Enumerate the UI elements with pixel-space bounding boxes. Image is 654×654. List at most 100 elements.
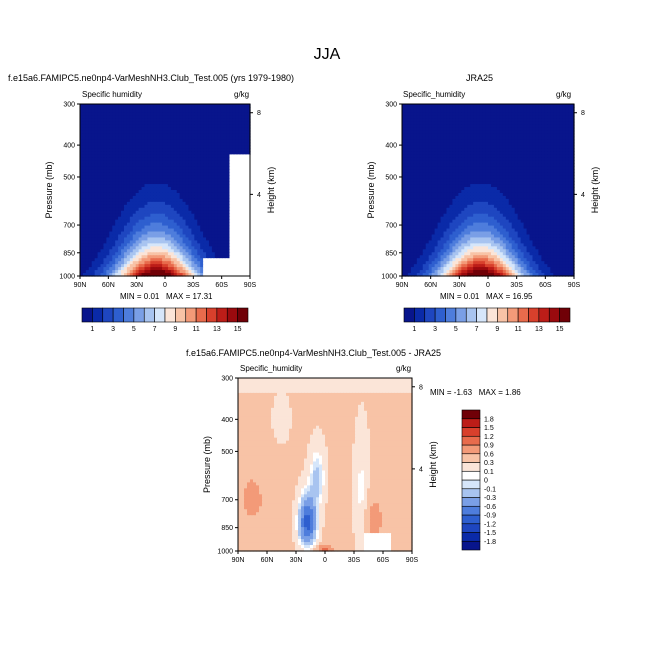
field-cell bbox=[244, 112, 248, 117]
field-cell bbox=[238, 255, 242, 259]
field-cell bbox=[153, 124, 157, 129]
field-cell bbox=[100, 109, 105, 114]
field-cell bbox=[167, 219, 172, 224]
field-cell bbox=[470, 136, 474, 141]
field-cell bbox=[402, 106, 406, 111]
field-cell bbox=[464, 136, 468, 141]
field-cell bbox=[496, 127, 501, 132]
field-cell bbox=[452, 130, 456, 135]
field-cell bbox=[404, 145, 409, 150]
field-cell bbox=[85, 169, 90, 173]
field-cell bbox=[220, 118, 225, 123]
field-cell bbox=[229, 198, 234, 203]
field-cell bbox=[232, 216, 236, 221]
field-cell bbox=[188, 267, 192, 271]
field-cell bbox=[188, 142, 192, 147]
field-cell bbox=[80, 142, 84, 147]
field-cell bbox=[85, 213, 90, 218]
field-cell bbox=[402, 133, 406, 138]
field-cell bbox=[238, 148, 242, 153]
field-cell bbox=[123, 216, 128, 221]
field-cell bbox=[194, 175, 198, 179]
field-cell bbox=[176, 258, 181, 262]
field-cell bbox=[241, 231, 245, 236]
field-cell bbox=[80, 225, 84, 230]
field-cell bbox=[123, 213, 128, 218]
field-cell bbox=[226, 213, 231, 218]
field-cell bbox=[167, 163, 172, 167]
field-cell bbox=[482, 109, 486, 114]
field-cell bbox=[80, 204, 84, 209]
field-cell bbox=[182, 133, 187, 138]
field-cell bbox=[97, 139, 102, 144]
field-cell bbox=[115, 222, 119, 227]
field-cell bbox=[200, 151, 204, 156]
field-cell bbox=[167, 178, 172, 182]
field-cell bbox=[103, 151, 107, 156]
field-cell bbox=[185, 106, 190, 111]
field-cell bbox=[226, 261, 231, 265]
field-cell bbox=[129, 237, 134, 242]
field-cell bbox=[115, 258, 119, 262]
field-cell bbox=[229, 181, 234, 185]
field-cell bbox=[106, 207, 110, 212]
field-cell bbox=[80, 190, 84, 194]
field-cell bbox=[153, 172, 157, 176]
field-cell bbox=[434, 127, 439, 132]
field-cell bbox=[156, 151, 160, 156]
field-cell bbox=[82, 222, 87, 227]
field-cell bbox=[200, 169, 204, 173]
field-cell bbox=[94, 213, 99, 218]
field-cell bbox=[241, 264, 245, 268]
field-cell bbox=[247, 249, 251, 253]
field-cell bbox=[235, 124, 239, 129]
field-cell bbox=[144, 133, 149, 138]
field-cell bbox=[226, 172, 231, 176]
field-cell bbox=[126, 139, 131, 144]
field-cell bbox=[206, 136, 210, 141]
field-cell bbox=[440, 124, 445, 129]
field-cell bbox=[455, 109, 459, 114]
field-cell bbox=[556, 106, 560, 111]
colorbar-swatch bbox=[143, 307, 155, 323]
field-cell bbox=[80, 148, 84, 153]
field-cell bbox=[179, 219, 184, 224]
field-cell bbox=[121, 234, 125, 239]
field-cell bbox=[144, 216, 149, 221]
field-cell bbox=[229, 112, 234, 117]
field-cell bbox=[203, 115, 207, 120]
field-cell bbox=[232, 192, 236, 197]
field-cell bbox=[106, 139, 110, 144]
field-cell bbox=[150, 127, 154, 132]
field-cell bbox=[167, 145, 172, 150]
field-cell bbox=[208, 121, 213, 126]
field-cell bbox=[482, 133, 486, 138]
colorbar-swatch bbox=[216, 307, 228, 323]
field-cell bbox=[150, 228, 154, 233]
field-cell bbox=[91, 228, 96, 233]
field-cell bbox=[197, 192, 201, 197]
field-cell bbox=[559, 112, 563, 117]
field-cell bbox=[206, 246, 210, 250]
field-cell bbox=[176, 104, 181, 108]
field-cell bbox=[121, 160, 125, 164]
field-cell bbox=[226, 198, 231, 203]
field-cell bbox=[191, 234, 195, 239]
field-cell bbox=[170, 133, 175, 138]
field-cell bbox=[532, 106, 537, 111]
field-cell bbox=[170, 124, 175, 129]
field-cell bbox=[502, 133, 507, 138]
field-cell bbox=[115, 184, 119, 188]
field-cell bbox=[223, 258, 228, 262]
field-cell bbox=[568, 133, 572, 138]
field-cell bbox=[428, 127, 433, 132]
field-cell bbox=[235, 160, 239, 164]
field-cell bbox=[112, 195, 116, 200]
field-cell bbox=[191, 198, 195, 203]
field-cell bbox=[126, 190, 131, 194]
field-cell bbox=[97, 190, 102, 194]
field-cell bbox=[165, 267, 169, 271]
field-cell bbox=[123, 109, 128, 114]
field-cell bbox=[197, 175, 201, 179]
field-cell bbox=[206, 181, 210, 185]
